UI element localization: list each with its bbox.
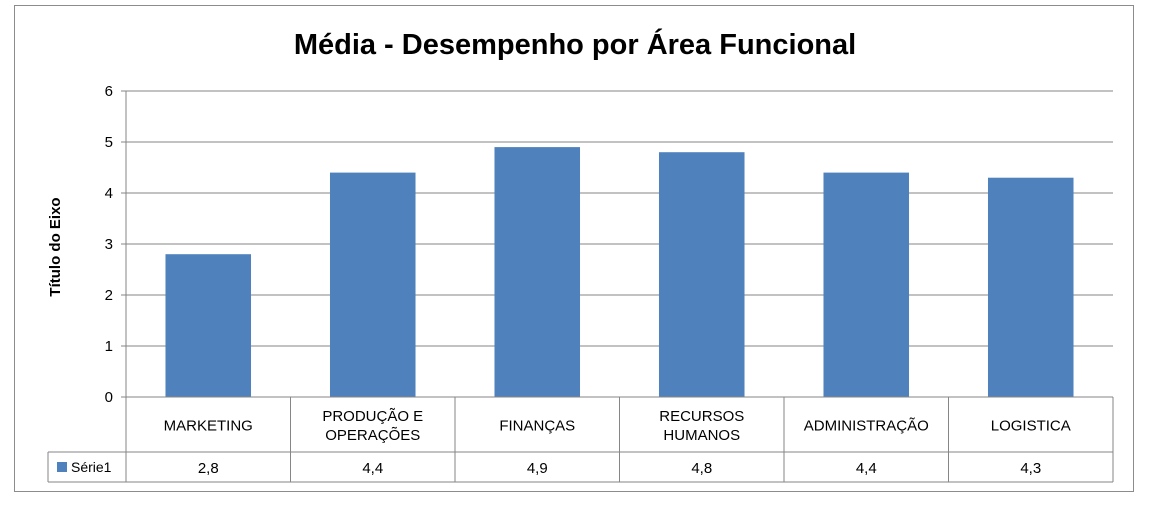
bar [658,152,745,397]
category-label: FINANÇAS [499,418,575,435]
y-axis-label: Título do Eixo [47,197,64,296]
y-tick-label: 4 [105,185,113,202]
data-label: 4,8 [691,460,712,477]
y-tick-label: 1 [105,338,113,355]
data-table: MARKETING PRODUÇÃO E OPERAÇÕES FINANÇAS RECU… [47,396,1114,483]
bar [823,172,910,397]
y-tick-label: 3 [105,236,113,253]
category-label: PRODUÇÃO E [322,408,423,425]
y-tick-labels: 0 1 2 3 4 5 6 [105,83,113,406]
bar [329,172,416,397]
bar [494,147,581,397]
chart-title: Média - Desempenho por Área Funcional [294,27,856,61]
y-tick-label: 6 [105,83,113,100]
chart-frame: Média - Desempenho por Área Funcional Tí… [14,5,1134,492]
y-tick-label: 5 [105,134,113,151]
bar-chart: Média - Desempenho por Área Funcional Tí… [47,27,1114,483]
category-label: OPERAÇÕES [325,427,420,444]
bar [987,177,1074,397]
gridlines [121,90,1113,398]
data-label: 2,8 [198,460,219,477]
category-label: LOGISTICA [991,418,1071,435]
legend-label: Série1 [71,459,112,475]
data-label: 4,4 [856,460,877,477]
y-tick-label: 0 [105,389,113,406]
category-label: HUMANOS [663,427,740,444]
data-label: 4,9 [527,460,548,477]
bars [165,147,1074,397]
data-label: 4,3 [1020,460,1041,477]
bar [165,254,252,397]
category-label: MARKETING [164,418,253,435]
legend-swatch [57,462,67,472]
category-label: RECURSOS [659,408,744,425]
data-label: 4,4 [362,460,383,477]
category-label: ADMINISTRAÇÃO [804,418,929,435]
y-tick-label: 2 [105,287,113,304]
